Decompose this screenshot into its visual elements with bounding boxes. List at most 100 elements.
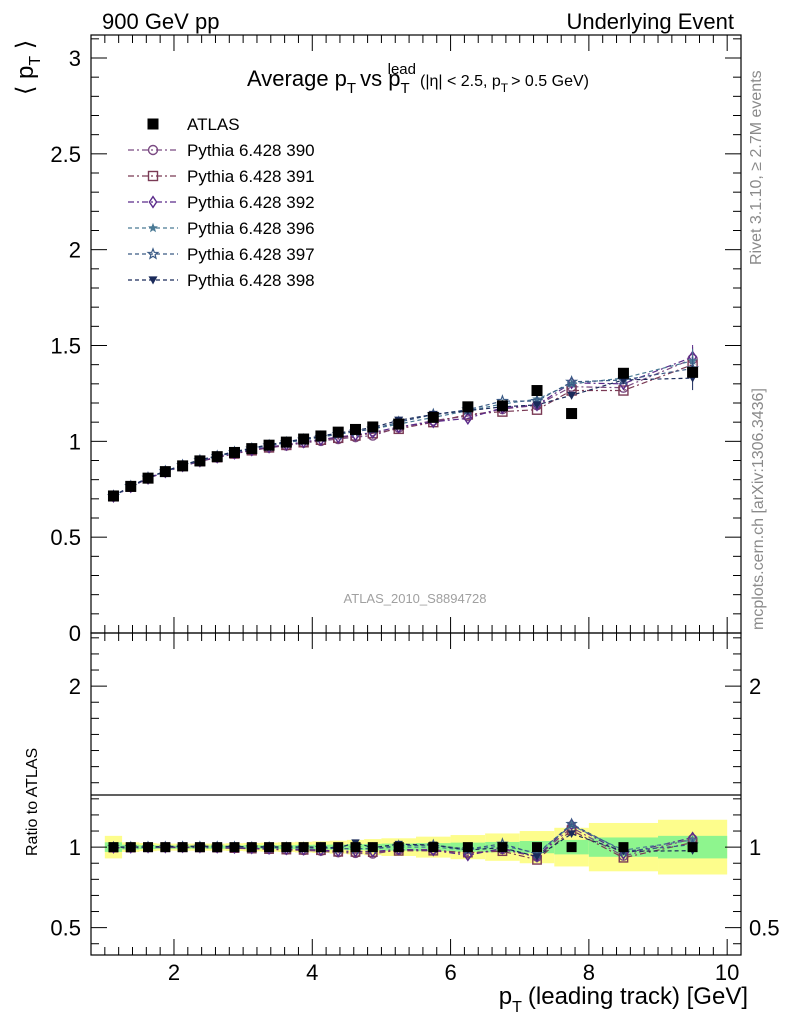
- main-ytick-label: 3: [69, 46, 81, 71]
- ratio-ytick-label-right: 1: [749, 835, 761, 860]
- data-point: [531, 385, 543, 397]
- analysis-watermark: ATLAS_2010_S8894728: [344, 591, 487, 606]
- legend-label: Pythia 6.428 397: [187, 245, 315, 264]
- title-vs: vs p: [360, 66, 400, 91]
- ratio-data-point: [125, 842, 136, 853]
- legend-marker: [148, 222, 158, 233]
- ratio-data-point: [108, 842, 119, 853]
- ratio-data-point: [350, 842, 361, 853]
- data-point: [532, 394, 542, 404]
- main-panel: 0 0.5 1 1.5 2 2.5 3 ATLAS_2010_S8894728 Averag…: [12, 34, 742, 646]
- legend-marker: [148, 276, 158, 285]
- legend-item: Pythia 6.428 390: [128, 141, 315, 160]
- data-point: [315, 430, 327, 442]
- ratio-data-point: [298, 842, 309, 853]
- data-point: [349, 423, 361, 435]
- title-cuts2: > 0.5 GeV): [511, 73, 589, 90]
- ratio-series-atlas: [108, 842, 698, 853]
- ratio-ylabel: Ratio to ATLAS: [24, 748, 41, 856]
- legend-marker: [148, 195, 158, 209]
- ratio-data-point: [497, 842, 508, 853]
- ratio-data-point: [566, 842, 577, 853]
- legend-item: Pythia 6.428 396: [128, 219, 315, 238]
- ratio-data-point: [229, 842, 240, 853]
- data-point: [125, 480, 137, 492]
- ratio-data-point: [333, 842, 344, 853]
- ratio-data-point: [428, 842, 439, 853]
- data-point: [246, 443, 258, 455]
- title-sub: T: [347, 80, 356, 97]
- ratio-data-point: [246, 842, 257, 853]
- ratio-xtick-label: 6: [444, 960, 456, 985]
- ratio-frame: [90, 632, 742, 956]
- ratio-data-point: [212, 842, 223, 853]
- ratio-xtick-label: 4: [306, 960, 318, 985]
- main-ylabel: ⟨ pT ⟩: [12, 40, 44, 95]
- legend-item: ATLAS: [147, 115, 240, 134]
- data-point: [532, 401, 542, 410]
- ratio-data-point: [393, 842, 404, 853]
- data-point: [367, 421, 379, 433]
- ratio-ytick-label-right: 2: [749, 674, 761, 699]
- ratio-data-point: [143, 842, 154, 853]
- series-line: [113, 377, 693, 497]
- data-point: [567, 376, 577, 390]
- xlabel-main: p: [499, 983, 512, 1010]
- data-point: [142, 472, 154, 484]
- series-atlas: [107, 366, 699, 502]
- data-point: [263, 439, 275, 451]
- main-ytick-label: 1.5: [50, 334, 81, 359]
- ratio-data-point: [532, 853, 542, 861]
- data-point: [567, 391, 577, 400]
- ratio-data-point: [264, 842, 275, 853]
- data-point: [332, 426, 344, 438]
- ratio-data-point: [462, 842, 473, 853]
- main-ytick-label: 2.5: [50, 142, 81, 167]
- main-title: Average pT vs pTlead(|η| < 2.5, pT > 0.5 G…: [247, 61, 589, 97]
- legend-item: Pythia 6.428 398: [128, 271, 315, 290]
- title-cuts1: (|η| < 2.5, p: [420, 73, 501, 90]
- title-main: Average p: [247, 66, 347, 91]
- legend-label: Pythia 6.428 396: [187, 219, 315, 238]
- ratio-data-point: [532, 842, 543, 853]
- xlabel-sub: T: [512, 999, 522, 1016]
- legend: ATLAS Pythia 6.428 390 Pythia 6.428 391 Pyt…: [128, 115, 315, 290]
- data-point: [427, 411, 439, 423]
- legend-marker: [147, 118, 159, 130]
- data-point: [496, 400, 508, 412]
- ratio-data-point: [687, 842, 698, 853]
- data-point: [462, 401, 474, 413]
- legend-item: Pythia 6.428 392: [128, 193, 315, 212]
- data-point: [687, 366, 699, 378]
- ratio-xtick-label: 8: [583, 960, 595, 985]
- legend-label: Pythia 6.428 391: [187, 167, 315, 186]
- ratio-data-point: [463, 849, 473, 862]
- legend-label: Pythia 6.428 392: [187, 193, 315, 212]
- title-sup: lead: [388, 61, 416, 78]
- ratio-data-point: [194, 842, 205, 853]
- data-point: [566, 378, 577, 388]
- xlabel-rest: (leading track) [GeV]: [528, 983, 748, 1010]
- ratio-ytick-label-right: 0.5: [749, 916, 780, 941]
- data-point: [177, 460, 189, 472]
- data-point: [618, 385, 629, 396]
- rivet-label: Rivet 3.1.10, ≥ 2.7M events: [748, 70, 765, 265]
- main-ytick-label: 0.5: [50, 525, 81, 550]
- data-point: [566, 408, 578, 420]
- data-point: [107, 490, 119, 502]
- ratio-data-point: [567, 820, 577, 830]
- ratio-xtick-label: 2: [168, 960, 180, 985]
- header-right: Underlying Event: [566, 9, 734, 34]
- mcplots-label: mcplots.cern.ch [arXiv:1306.3436]: [750, 388, 767, 630]
- main-ytick-label: 1: [69, 429, 81, 454]
- ratio-data-point: [532, 848, 542, 857]
- legend-label: Pythia 6.428 390: [187, 141, 315, 160]
- ratio-data-point: [177, 842, 188, 853]
- data-point: [298, 433, 310, 445]
- data-point: [280, 436, 292, 448]
- legend-label: Pythia 6.428 398: [187, 271, 315, 290]
- ratio-data-point: [160, 842, 171, 853]
- ratio-data-point: [565, 817, 578, 830]
- data-point: [565, 374, 579, 388]
- ratio-ytick-label: 0.5: [50, 916, 81, 941]
